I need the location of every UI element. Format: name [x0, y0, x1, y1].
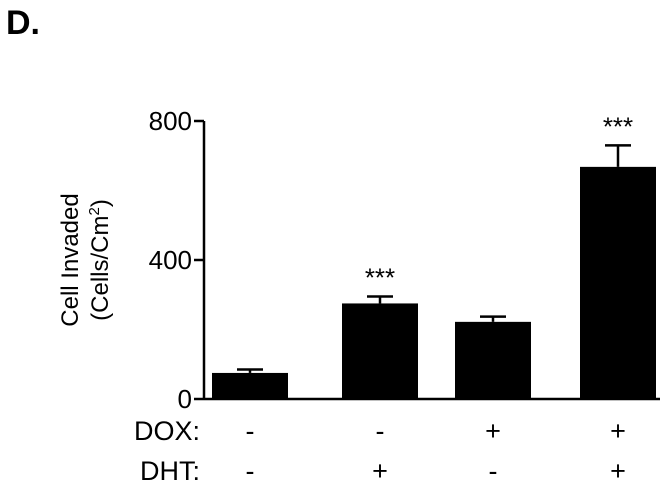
- condition-mark: +: [610, 416, 626, 446]
- condition-mark: -: [246, 416, 255, 446]
- plot-area: 0 400 800 *** *** DOX: - - + + DHT: - + - +: [134, 106, 660, 486]
- condition-row-label: DHT:: [140, 456, 200, 486]
- y-axis-label: Cell Invaded (Cells/Cm2): [57, 193, 114, 326]
- condition-mark: -: [489, 456, 498, 486]
- condition-row-label: DOX:: [134, 416, 200, 446]
- condition-mark: +: [610, 456, 626, 486]
- y-tick-label: 800: [149, 106, 192, 136]
- y-axis-label-line2: (Cells/Cm2): [86, 199, 114, 321]
- condition-mark: +: [372, 456, 388, 486]
- panel-label: D.: [6, 4, 40, 42]
- bar: [342, 303, 418, 399]
- y-axis-label-close: ): [87, 199, 114, 207]
- y-tick-label: 0: [178, 384, 192, 414]
- significance-label: ***: [603, 111, 633, 141]
- condition-mark: +: [485, 416, 501, 446]
- y-tick-label: 400: [149, 245, 192, 275]
- bar: [580, 166, 656, 399]
- y-axis-label-unit: (Cells/Cm: [87, 216, 114, 321]
- bar: [212, 372, 288, 399]
- significance-label: ***: [365, 262, 395, 292]
- condition-mark: -: [246, 456, 255, 486]
- bar: [455, 321, 531, 399]
- condition-mark: -: [376, 416, 385, 446]
- y-axis-label-line1: Cell Invaded: [57, 193, 84, 326]
- y-axis-label-superscript: 2: [86, 207, 103, 215]
